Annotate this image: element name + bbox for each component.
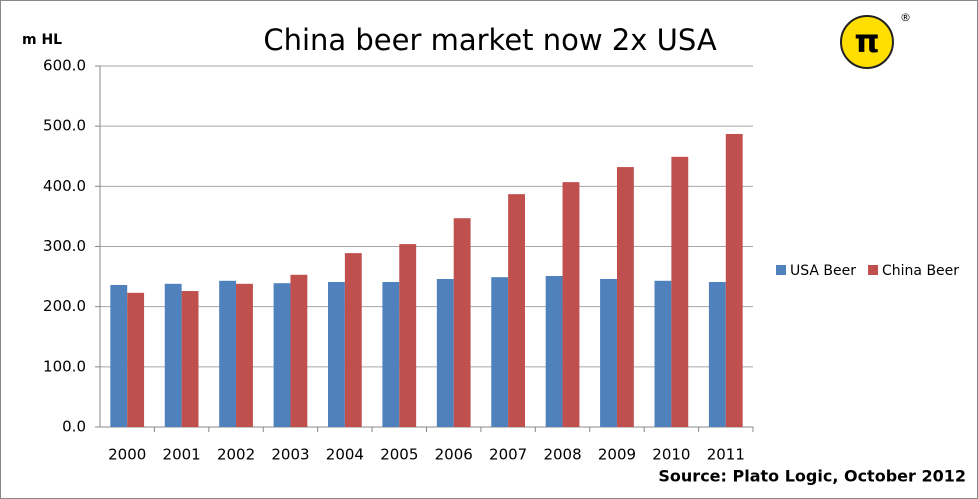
y-tick-label: 100.0 [43,357,86,375]
bar [110,285,128,427]
y-tick-label: 200.0 [43,297,86,315]
bar [562,182,580,427]
legend-swatch [868,265,879,275]
bar [164,283,182,427]
bar [616,167,634,427]
x-tick-label: 2000 [108,446,146,464]
bar [127,292,145,427]
bar [344,253,362,427]
x-tick-label: 2011 [707,446,745,464]
bar [273,283,291,427]
bar [725,133,743,427]
bar [328,281,345,427]
bar [236,283,253,427]
bar [654,280,672,427]
logo: π [854,22,879,60]
bar [399,244,417,427]
bar [508,194,525,427]
x-tick-label: 2005 [380,446,418,464]
x-tick-label: 2006 [435,446,473,464]
bar [382,281,400,427]
y-tick-label: 400.0 [43,177,86,195]
y-tick-label: 600.0 [43,57,86,75]
bar [290,274,308,427]
x-tick-label: 2010 [652,446,690,464]
bar [491,277,509,427]
source-note: Source: Plato Logic, October 2012 [658,467,966,486]
logo-circle [840,15,894,69]
x-tick-label: 2009 [598,446,636,464]
bar [453,218,471,427]
legend-swatch [776,265,786,275]
y-tick-label: 300.0 [43,237,86,255]
y-tick-label: 0.0 [62,418,86,436]
bar [436,278,454,427]
legend-label: China Beer [882,263,959,279]
x-tick-label: 2008 [543,446,581,464]
x-tick-label: 2002 [217,446,255,464]
logo-mark: ® [900,11,911,24]
x-tick-label: 2004 [326,446,364,464]
bar [181,291,199,427]
x-tick-label: 2001 [163,446,201,464]
bar [671,156,689,427]
bar [708,281,726,427]
x-tick-label: 2007 [489,446,527,464]
bar [600,278,617,427]
y-axis-label: m HL [22,32,62,48]
bar [219,280,237,427]
bar [545,275,563,427]
legend-label: USA Beer [790,263,856,279]
x-tick-label: 2003 [271,446,309,464]
chart-title: China beer market now 2x USA [263,23,716,57]
y-tick-label: 500.0 [43,117,86,135]
